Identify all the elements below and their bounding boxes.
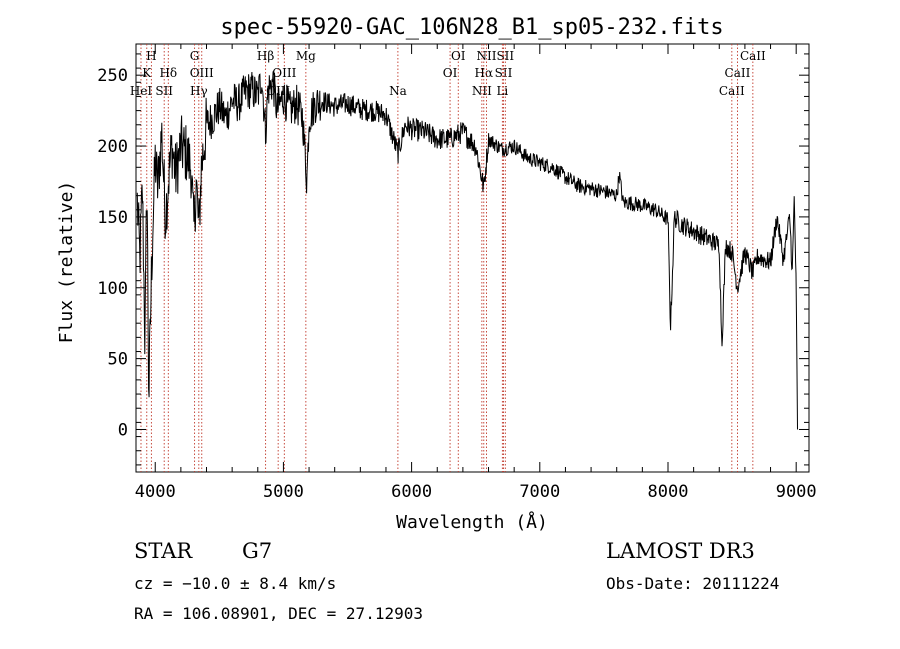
y-tick-label: 100 bbox=[97, 279, 128, 299]
x-tick-label: 7000 bbox=[519, 482, 560, 502]
redshift-velocity: cz = −10.0 ± 8.4 km/s bbox=[134, 574, 336, 593]
y-axis: 0 50 100 150 200 250 bbox=[97, 53, 809, 466]
line-marker-label: Na bbox=[389, 84, 407, 98]
y-axis-label: Flux (relative) bbox=[56, 181, 77, 344]
line-marker-label: Li bbox=[496, 84, 508, 98]
observation-date: Obs-Date: 20111224 bbox=[606, 574, 779, 593]
line-marker-label: SII bbox=[495, 66, 513, 80]
spectrum-line bbox=[136, 71, 798, 430]
line-marker-label: Hδ bbox=[159, 66, 177, 80]
x-axis-label: Wavelength (Å) bbox=[396, 511, 548, 533]
x-tick-label: 5000 bbox=[263, 482, 304, 502]
line-marker-label: SII bbox=[155, 84, 173, 98]
line-marker-label: Mg bbox=[296, 49, 316, 63]
info-panel: STAR G7 LAMOST DR3 cz = −10.0 ± 8.4 km/s… bbox=[134, 539, 779, 623]
chart-title: spec-55920-GAC_106N28_B1_sp05-232.fits bbox=[220, 15, 723, 40]
y-tick-label: 250 bbox=[97, 66, 128, 86]
survey-name: LAMOST DR3 bbox=[606, 539, 755, 563]
y-tick-label: 150 bbox=[97, 208, 128, 228]
x-tick-label: 9000 bbox=[776, 482, 817, 502]
x-axis: 4000 5000 6000 7000 8000 9000 bbox=[135, 44, 817, 502]
y-tick-label: 0 bbox=[118, 420, 128, 440]
line-marker-label: HeI bbox=[130, 84, 153, 98]
line-marker-label: OI bbox=[451, 49, 466, 63]
line-marker-label: Hγ bbox=[190, 84, 208, 98]
line-marker-label: CaII bbox=[725, 66, 751, 80]
y-tick-label: 50 bbox=[108, 350, 128, 370]
x-tick-label: 6000 bbox=[391, 482, 432, 502]
coordinates: RA = 106.08901, DEC = 27.12903 bbox=[134, 604, 423, 623]
x-tick-label: 4000 bbox=[135, 482, 176, 502]
object-class: STAR bbox=[134, 539, 193, 563]
line-marker-label: NII bbox=[472, 84, 492, 98]
line-marker-label: Hβ bbox=[257, 49, 274, 63]
line-marker-label: CaII bbox=[740, 49, 766, 63]
line-marker-label: Hα bbox=[474, 66, 493, 80]
line-marker-label: G bbox=[190, 49, 200, 63]
line-marker-label: OIII bbox=[190, 66, 214, 80]
x-tick-label: 8000 bbox=[648, 482, 689, 502]
plot-frame bbox=[135, 43, 810, 473]
line-marker-label: NII bbox=[476, 49, 496, 63]
line-marker-label: OI bbox=[443, 66, 458, 80]
line-marker-label: OIII bbox=[272, 66, 296, 80]
line-marker-label: H bbox=[146, 49, 156, 63]
line-marker-label: SII bbox=[496, 49, 514, 63]
line-marker-label: K bbox=[142, 66, 152, 80]
line-marker-label: CaII bbox=[719, 84, 745, 98]
y-tick-label: 200 bbox=[97, 137, 128, 157]
subclass: G7 bbox=[242, 539, 272, 563]
